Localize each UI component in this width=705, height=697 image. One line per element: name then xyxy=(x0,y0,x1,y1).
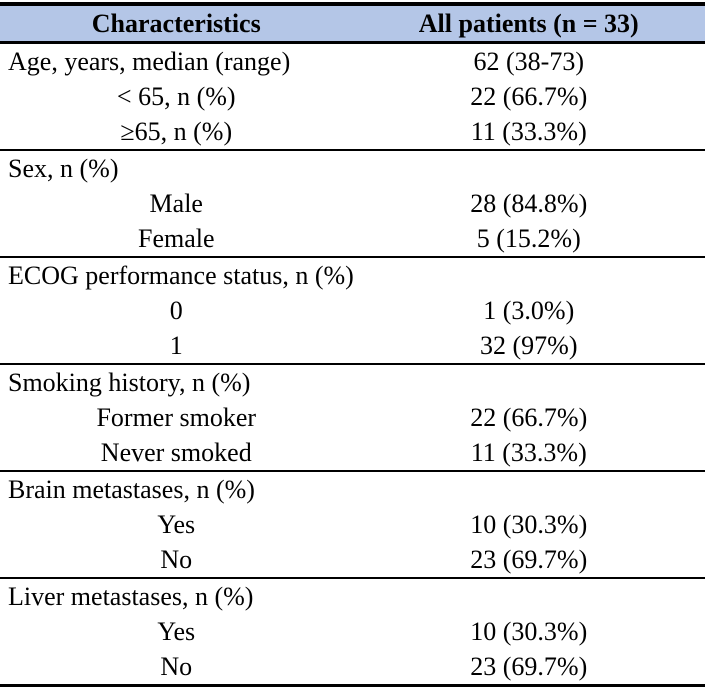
table-row: Yes 10 (30.3%) xyxy=(0,614,705,649)
section-age: Age, years, median (range) 62 (38-73) < … xyxy=(0,44,705,151)
table-row: ≥65, n (%) 11 (33.3%) xyxy=(0,114,705,149)
section-label: Liver metastases, n (%) xyxy=(8,581,254,611)
item-value: 28 (84.8%) xyxy=(470,188,588,218)
section-liver-metastases: Liver metastases, n (%) Yes 10 (30.3%) N… xyxy=(0,579,705,687)
item-label: 1 xyxy=(169,330,183,360)
item-value: 23 (69.7%) xyxy=(470,544,588,574)
item-label: < 65, n (%) xyxy=(116,81,236,111)
section-value: 62 (38-73) xyxy=(473,46,584,76)
table-row: Sex, n (%) xyxy=(0,151,705,186)
table-row: 1 32 (97%) xyxy=(0,328,705,363)
table-row: No 23 (69.7%) xyxy=(0,649,705,684)
table-row: Yes 10 (30.3%) xyxy=(0,507,705,542)
table-row: Smoking history, n (%) xyxy=(0,365,705,400)
section-label: Smoking history, n (%) xyxy=(8,367,251,397)
table-row: Never smoked 11 (33.3%) xyxy=(0,435,705,470)
table-row: < 65, n (%) 22 (66.7%) xyxy=(0,79,705,114)
item-label: No xyxy=(160,651,193,681)
item-label: No xyxy=(160,544,193,574)
table-row: Liver metastases, n (%) xyxy=(0,579,705,614)
item-value: 1 (3.0%) xyxy=(483,295,575,325)
table-row: No 23 (69.7%) xyxy=(0,542,705,577)
section-smoking: Smoking history, n (%) Former smoker 22 … xyxy=(0,365,705,472)
item-label: ≥65, n (%) xyxy=(120,116,233,146)
section-sex: Sex, n (%) Male 28 (84.8%) Female 5 (15.… xyxy=(0,151,705,258)
item-value: 32 (97%) xyxy=(480,330,578,360)
section-label: ECOG performance status, n (%) xyxy=(8,260,354,290)
item-value: 22 (66.7%) xyxy=(470,402,588,432)
column-header-all-patients: All patients (n = 33) xyxy=(418,8,639,38)
section-brain-metastases: Brain metastases, n (%) Yes 10 (30.3%) N… xyxy=(0,472,705,579)
table-row: Female 5 (15.2%) xyxy=(0,221,705,256)
table-row: ECOG performance status, n (%) xyxy=(0,258,705,293)
item-value: 22 (66.7%) xyxy=(470,81,588,111)
item-value: 23 (69.7%) xyxy=(470,651,588,681)
table-row: 0 1 (3.0%) xyxy=(0,293,705,328)
item-label: Yes xyxy=(157,509,196,539)
item-label: Female xyxy=(137,223,215,253)
item-label: Male xyxy=(149,188,203,218)
item-label: 0 xyxy=(169,295,183,325)
item-label: Former smoker xyxy=(96,402,257,432)
table-row: Age, years, median (range) 62 (38-73) xyxy=(0,44,705,79)
section-label: Sex, n (%) xyxy=(8,153,119,183)
table-row: Brain metastases, n (%) xyxy=(0,472,705,507)
item-value: 5 (15.2%) xyxy=(476,223,581,253)
table-header-row: Characteristics All patients (n = 33) xyxy=(0,6,705,44)
item-label: Yes xyxy=(157,616,196,646)
item-label: Never smoked xyxy=(100,437,252,467)
column-header-characteristics: Characteristics xyxy=(91,8,261,38)
item-value: 10 (30.3%) xyxy=(470,509,588,539)
section-label: Age, years, median (range) xyxy=(8,46,291,76)
section-ecog: ECOG performance status, n (%) 0 1 (3.0%… xyxy=(0,258,705,365)
table-row: Male 28 (84.8%) xyxy=(0,186,705,221)
item-value: 10 (30.3%) xyxy=(470,616,588,646)
item-value: 11 (33.3%) xyxy=(470,116,587,146)
table-row: Former smoker 22 (66.7%) xyxy=(0,400,705,435)
item-value: 11 (33.3%) xyxy=(470,437,587,467)
section-label: Brain metastases, n (%) xyxy=(8,474,255,504)
